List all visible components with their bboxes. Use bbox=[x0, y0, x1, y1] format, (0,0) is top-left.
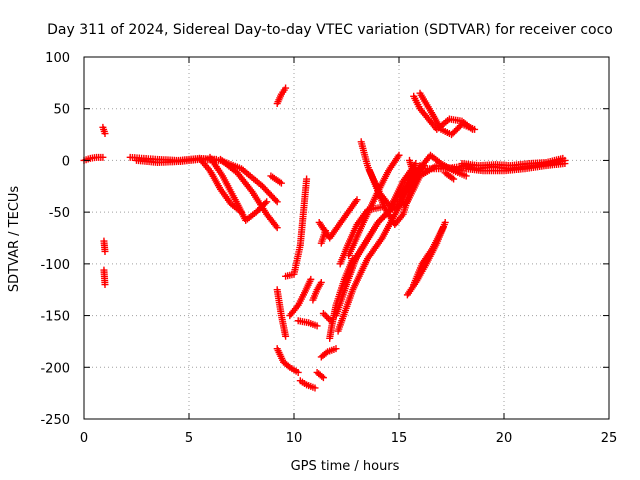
data-point bbox=[441, 218, 449, 226]
data-point bbox=[323, 313, 331, 321]
data-point bbox=[412, 160, 420, 168]
y-axis-label: SDTVAR / TECUs bbox=[7, 186, 22, 293]
data-point bbox=[101, 281, 109, 289]
y-tick-label: -200 bbox=[40, 361, 70, 376]
data-point bbox=[282, 84, 290, 92]
data-point bbox=[319, 374, 327, 382]
data-point bbox=[307, 275, 315, 283]
plot-frame bbox=[83, 56, 610, 420]
data-point bbox=[294, 368, 302, 376]
data-point bbox=[273, 198, 281, 206]
x-tick-label: 25 bbox=[601, 431, 618, 446]
data-point bbox=[101, 130, 109, 138]
data-point bbox=[395, 151, 403, 159]
data-track-35 bbox=[410, 224, 447, 289]
data-point bbox=[101, 247, 109, 255]
data-point bbox=[318, 372, 326, 380]
data-point bbox=[311, 384, 319, 392]
data-track-9 bbox=[267, 172, 285, 187]
chart-title: Day 311 of 2024, Sidereal Day-to-day VTE… bbox=[47, 22, 613, 38]
data-point bbox=[303, 175, 311, 183]
data-track-1 bbox=[99, 123, 109, 138]
data-track-39 bbox=[462, 160, 569, 175]
data-track-11 bbox=[273, 286, 290, 340]
y-tick-label: 0 bbox=[62, 154, 70, 169]
y-tick-label: 50 bbox=[53, 103, 70, 118]
data-point bbox=[353, 196, 361, 204]
data-track-14 bbox=[286, 275, 315, 320]
data-point bbox=[313, 322, 321, 330]
data-track-6 bbox=[196, 154, 245, 216]
data-track-0 bbox=[80, 153, 107, 164]
data-track-12 bbox=[273, 345, 302, 376]
data-track-33 bbox=[416, 89, 479, 139]
data-track-2 bbox=[100, 237, 109, 255]
data-point bbox=[99, 153, 107, 161]
data-point bbox=[317, 278, 325, 286]
data-point bbox=[561, 160, 569, 168]
data-track-17 bbox=[309, 278, 325, 304]
axis-ticks: 0 5 10 15 20 25 100 50 0 -50 -100 -150 -200 -250 bbox=[40, 51, 617, 446]
x-axis-label: GPS time / hours bbox=[291, 459, 400, 474]
data-point bbox=[462, 172, 470, 180]
y-tick-label: -50 bbox=[49, 206, 70, 221]
data-track-13 bbox=[282, 175, 311, 280]
data-track-3 bbox=[100, 266, 109, 289]
data-track-7 bbox=[206, 153, 271, 224]
data-track-16 bbox=[294, 317, 321, 330]
data-point bbox=[261, 199, 269, 207]
x-tick-label: 20 bbox=[496, 431, 513, 446]
data-point bbox=[471, 125, 479, 133]
y-tick-label: -250 bbox=[40, 413, 70, 428]
data-track-20 bbox=[315, 196, 361, 242]
data-point bbox=[277, 179, 285, 187]
y-tick-label: 100 bbox=[45, 51, 70, 66]
data-point bbox=[332, 345, 340, 353]
y-tick-label: -100 bbox=[40, 258, 70, 273]
y-tick-label: -150 bbox=[40, 310, 70, 325]
data-point bbox=[282, 332, 290, 340]
data-track-23 bbox=[317, 345, 340, 361]
x-tick-label: 0 bbox=[80, 431, 88, 446]
data-point bbox=[263, 198, 271, 206]
data-track-32 bbox=[410, 92, 476, 133]
data-point bbox=[321, 311, 329, 319]
data-track-10 bbox=[273, 84, 290, 108]
data-point bbox=[322, 349, 330, 357]
data-track-36 bbox=[441, 169, 458, 183]
x-tick-label: 5 bbox=[185, 431, 193, 446]
data-track-31 bbox=[406, 151, 470, 185]
data-track-18 bbox=[313, 368, 327, 382]
data-point bbox=[273, 224, 281, 232]
x-tick-label: 15 bbox=[391, 431, 408, 446]
data-points bbox=[80, 84, 569, 392]
data-point bbox=[439, 224, 447, 232]
data-track-8 bbox=[217, 155, 281, 232]
data-point bbox=[450, 175, 458, 183]
x-tick-label: 10 bbox=[286, 431, 303, 446]
data-track-15 bbox=[296, 377, 319, 392]
data-point bbox=[272, 196, 280, 204]
data-point bbox=[284, 362, 292, 370]
grid-lines bbox=[84, 57, 609, 419]
